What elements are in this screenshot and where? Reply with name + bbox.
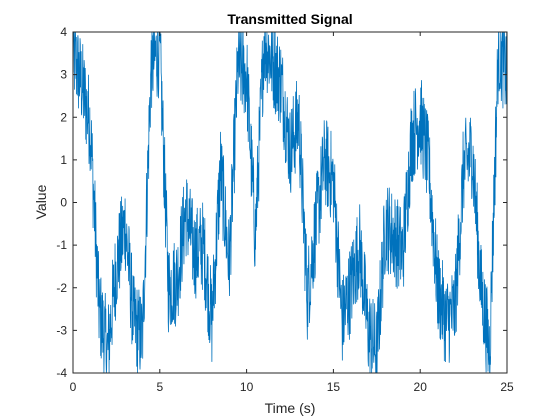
y-tick-label: 4 <box>60 25 67 39</box>
y-tick-label: 1 <box>60 153 67 167</box>
x-tick-label: 10 <box>240 380 254 394</box>
plot-area <box>73 32 507 373</box>
x-axis-label: Time (s) <box>265 400 316 416</box>
y-axis-label: Value <box>33 184 49 219</box>
y-tick-label: -1 <box>56 238 67 252</box>
y-tick-label: -3 <box>56 323 67 337</box>
signal-series-line <box>73 32 507 373</box>
x-tick-label: 20 <box>414 380 428 394</box>
x-tick-label: 0 <box>70 380 77 394</box>
y-tick-label: -2 <box>56 281 67 295</box>
y-tick-label: -4 <box>56 366 67 380</box>
x-tick-labels: 0 5 10 15 20 25 <box>70 380 514 394</box>
x-tick-label: 5 <box>156 380 163 394</box>
x-tick-label: 25 <box>500 380 514 394</box>
chart-title: Transmitted Signal <box>227 11 352 27</box>
x-tick-label: 15 <box>327 380 341 394</box>
y-tick-label: 2 <box>60 110 67 124</box>
tick-marks <box>72 31 508 374</box>
y-tick-label: 0 <box>60 196 67 210</box>
y-tick-label: 3 <box>60 68 67 82</box>
y-tick-labels: -4 -3 -2 -1 0 1 2 3 4 <box>56 25 67 380</box>
